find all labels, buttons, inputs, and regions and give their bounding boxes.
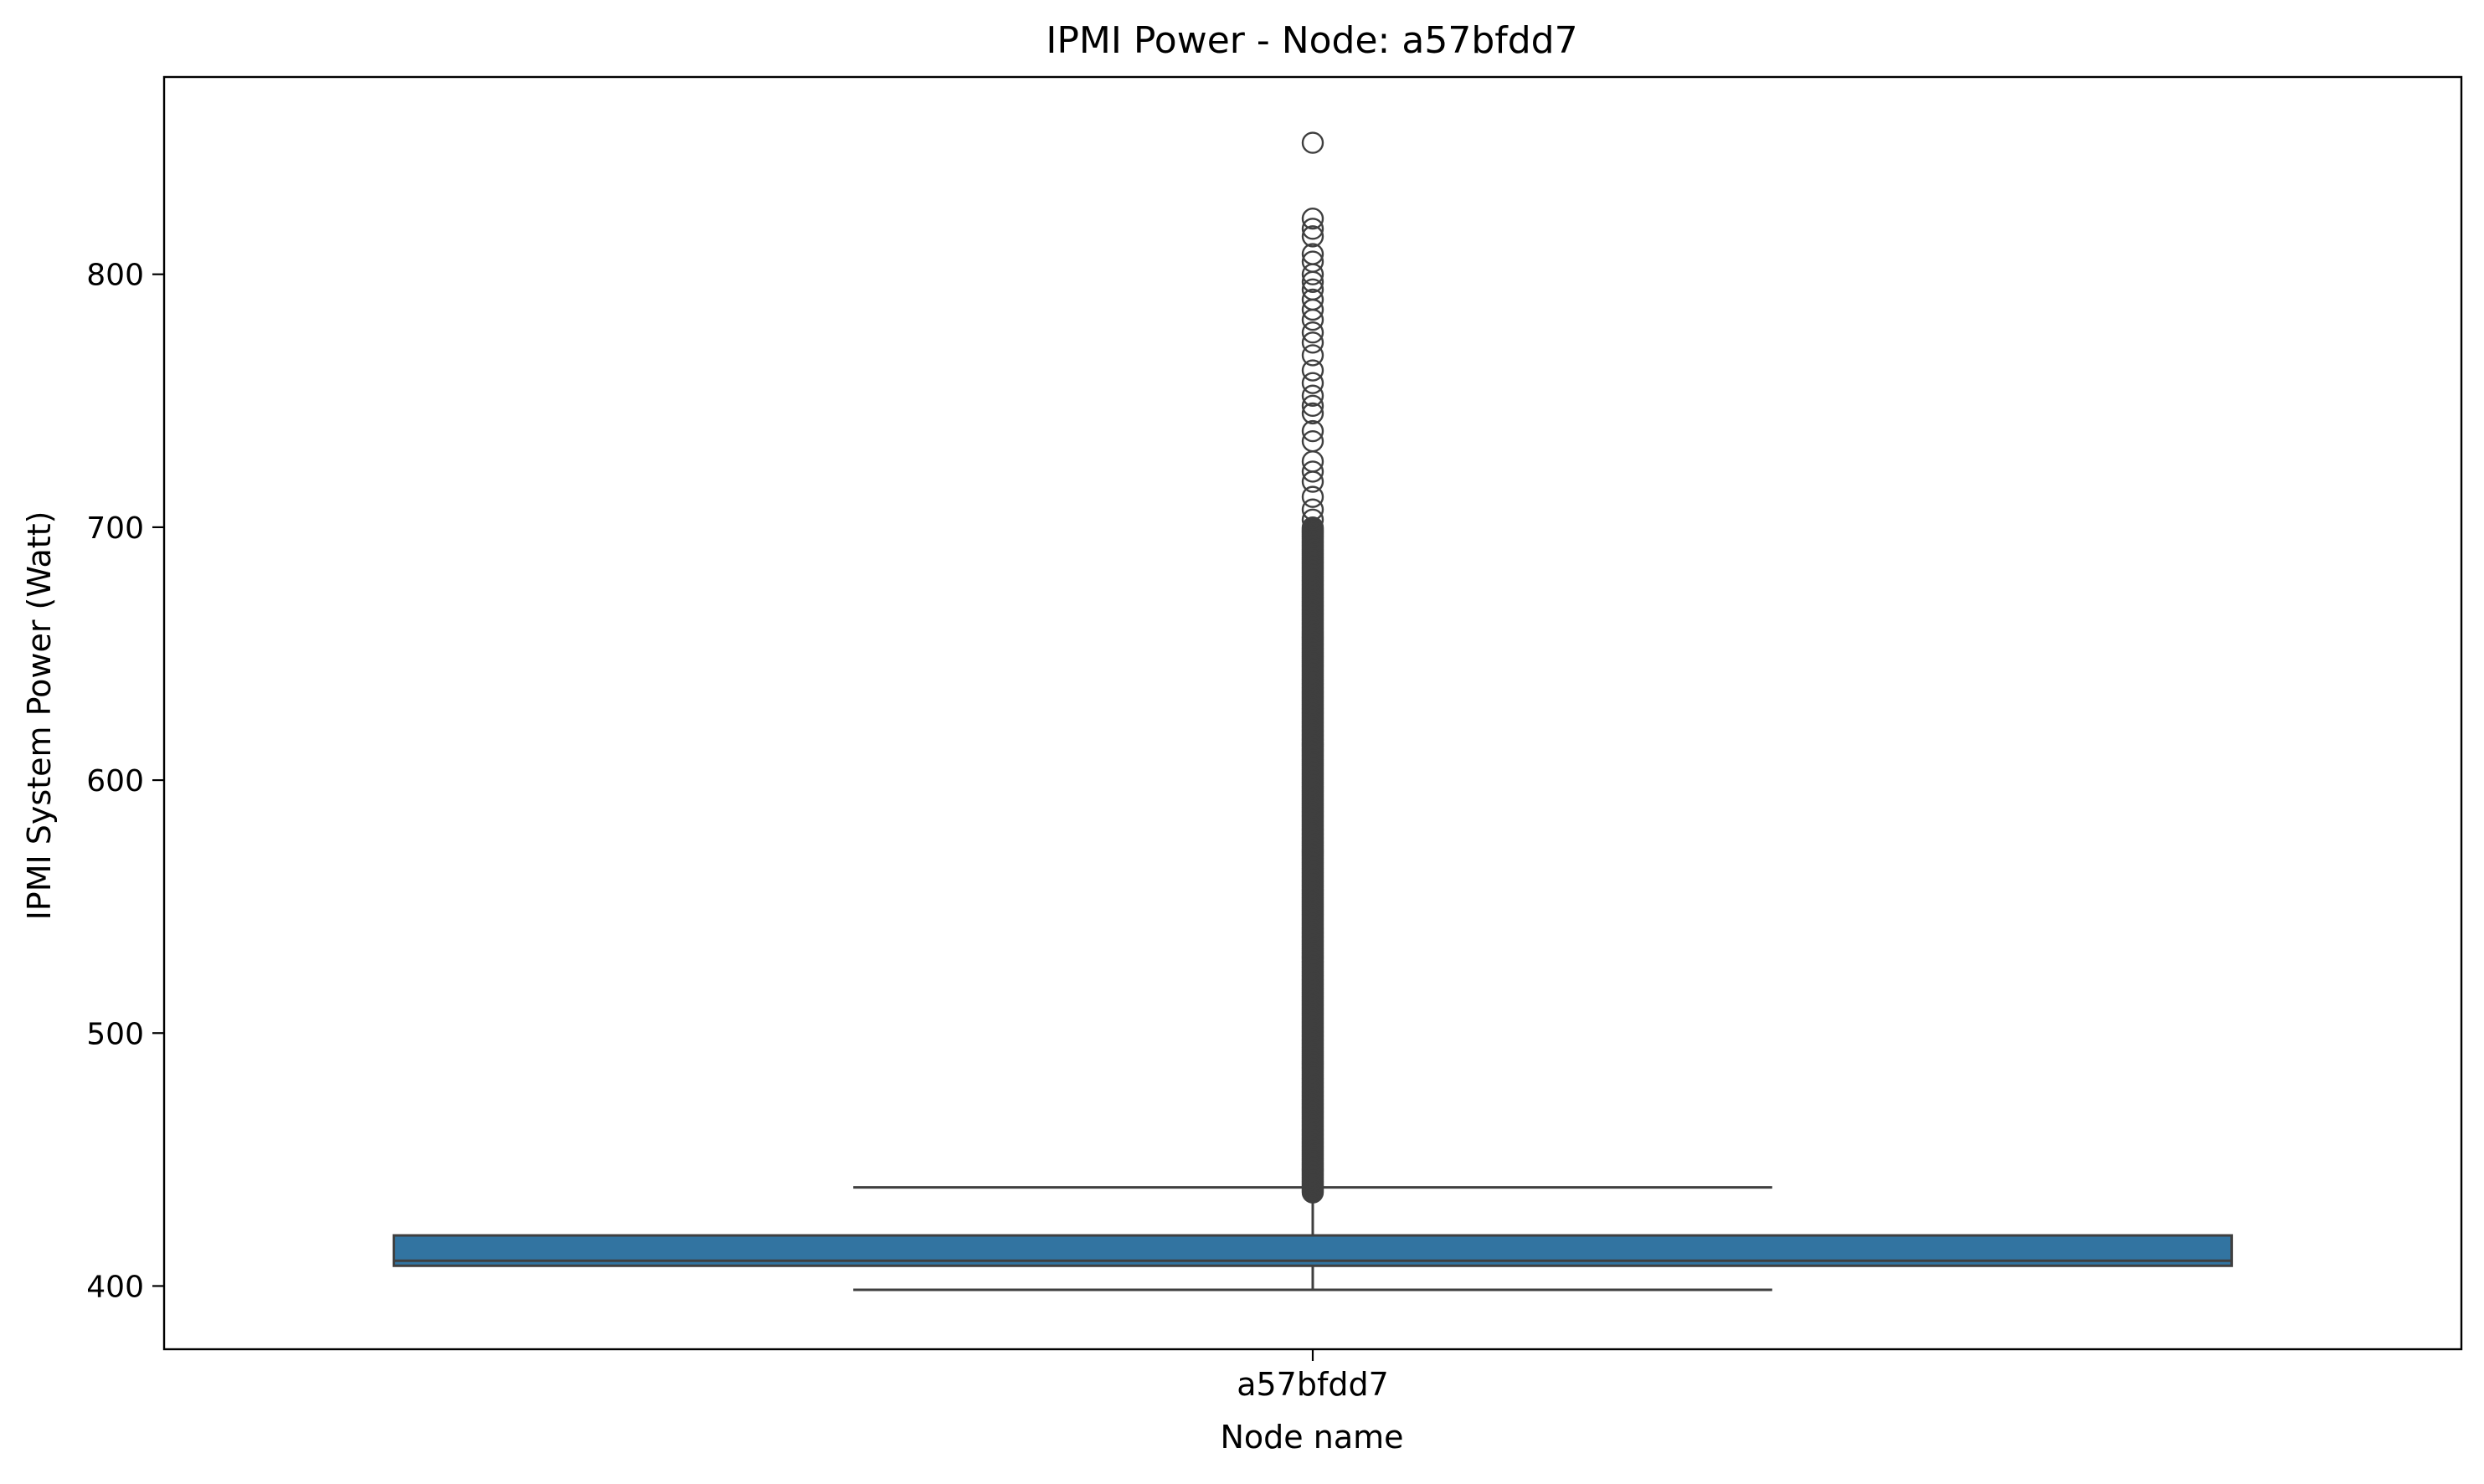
- y-axis-label: IPMI System Power (Watt): [21, 511, 58, 921]
- outlier-point: [1301, 485, 1324, 508]
- y-tick-label-400: 400: [86, 1270, 144, 1304]
- x-axis-label: Node name: [1220, 1419, 1403, 1456]
- outlier-point: [1301, 419, 1324, 443]
- y-tick-label-700: 700: [86, 511, 144, 546]
- x-tick-label-a57bfdd7: a57bfdd7: [1237, 1366, 1389, 1403]
- plot-area: 400 500 600 700 800 a57bfdd7: [86, 75, 2463, 1403]
- outlier-point: [1301, 321, 1324, 344]
- y-tick-label-800: 800: [86, 259, 144, 293]
- outlier-point: [1301, 208, 1324, 230]
- outlier-point: [1301, 331, 1324, 354]
- outlier-point: [1301, 359, 1324, 382]
- y-tick-label-500: 500: [86, 1017, 144, 1051]
- outlier-point: [1301, 270, 1324, 293]
- outlier-point: [1301, 498, 1324, 521]
- outlier-point: [1301, 402, 1324, 425]
- outlier-point: [1301, 470, 1324, 493]
- outlier-point: [1301, 308, 1324, 331]
- outlier-point: [1301, 460, 1324, 483]
- y-tick-label-600: 600: [86, 764, 144, 798]
- outlier-point: [1301, 225, 1324, 248]
- outlier-point: [1301, 372, 1324, 394]
- outlier-point: [1301, 263, 1324, 285]
- outlier-point: [1301, 394, 1324, 418]
- chart-title: IPMI Power - Node: a57bfdd7: [1046, 19, 1577, 62]
- outlier-point: [1301, 344, 1324, 367]
- outlier-point: [1301, 384, 1324, 407]
- outlier-point: [1301, 508, 1324, 531]
- outlier-point: [1301, 131, 1324, 154]
- outlier-point: [1301, 516, 1324, 539]
- outlier-point: [1301, 298, 1324, 321]
- outlier-point: [1301, 218, 1324, 240]
